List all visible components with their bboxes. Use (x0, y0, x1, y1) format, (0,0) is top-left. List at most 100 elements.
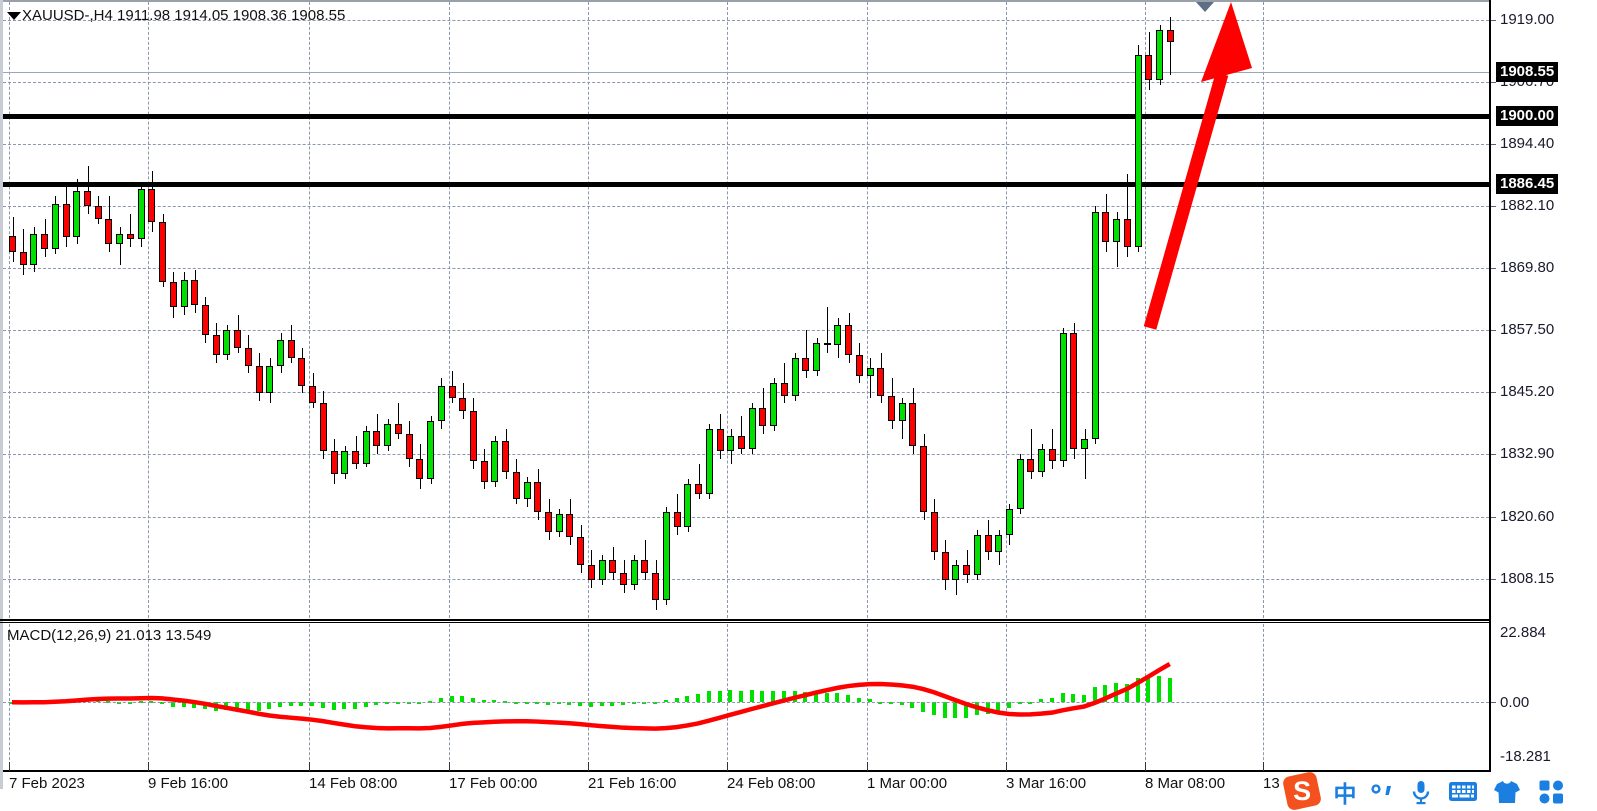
macd-histogram-bar (814, 691, 818, 703)
macd-histogram-bar (160, 702, 164, 705)
candle-body (1070, 332, 1078, 449)
candle-body (1059, 332, 1067, 462)
ime-taskbar[interactable]: S 中 (1281, 770, 1597, 811)
macd-histogram-bar (192, 702, 196, 708)
macd-histogram-bar (128, 702, 132, 705)
candle-wick (130, 214, 131, 247)
macd-histogram-bar (1071, 694, 1075, 703)
time-tick (9, 762, 10, 771)
candle-body (684, 484, 692, 528)
macd-histogram-bar (825, 692, 829, 703)
candle-body (84, 191, 92, 207)
candle-body (598, 559, 606, 581)
price-level-badge[interactable]: 1900.00 (1496, 106, 1559, 126)
candle-body (277, 340, 284, 366)
price-level-badge[interactable]: 1908.55 (1496, 62, 1559, 82)
macd-histogram-bar (428, 700, 432, 703)
macd-histogram-bar (385, 702, 389, 705)
macd-histogram-bar (610, 702, 614, 706)
vertical-gridline (449, 624, 450, 770)
candle-body (298, 357, 306, 386)
candle-body (973, 534, 981, 576)
price-level-line[interactable] (3, 114, 1489, 119)
candle-body (609, 559, 617, 573)
macd-histogram-bar (921, 702, 925, 712)
time-tick-label: 24 Feb 08:00 (727, 775, 816, 792)
price-level-line[interactable] (3, 182, 1489, 187)
vertical-gridline (1263, 624, 1264, 770)
macd-histogram-bar (503, 700, 507, 703)
macd-histogram-bar (439, 697, 443, 703)
price-tick-label: 1845.20 (1500, 383, 1555, 400)
punctuation-mode-icon[interactable] (1365, 772, 1401, 811)
candle-body (813, 342, 820, 371)
macd-histogram-bar (578, 702, 582, 706)
macd-histogram-bar (310, 702, 314, 707)
candle-body (759, 408, 767, 427)
price-tick (1491, 144, 1496, 145)
price-level-badge[interactable]: 1886.45 (1496, 174, 1559, 194)
time-tick-label: 1 Mar 00:00 (867, 775, 948, 792)
vertical-gridline (1145, 624, 1146, 770)
tshirt-skin-icon[interactable] (1485, 772, 1529, 811)
time-tick-label: 7 Feb 2023 (9, 775, 85, 792)
macd-histogram-bar (321, 702, 325, 709)
candle-body (234, 330, 242, 348)
macd-signal-line (11, 662, 1171, 731)
candle-body (802, 357, 810, 371)
macd-tick-label: 22.884 (1500, 624, 1546, 641)
time-tick (1145, 762, 1146, 771)
candle-body (287, 340, 295, 358)
candle-body (62, 203, 70, 237)
time-tick (588, 762, 589, 771)
candle-body (416, 458, 424, 480)
candle-body (673, 511, 681, 528)
candle-body (630, 559, 638, 586)
chart-top-marker-icon (1196, 2, 1214, 12)
time-tick (309, 762, 310, 771)
macd-histogram-bar (171, 702, 175, 707)
time-tick-label: 14 Feb 08:00 (309, 775, 398, 792)
keyboard-icon[interactable] (1441, 772, 1485, 811)
candle-body (695, 484, 703, 495)
pane-divider (0, 619, 1489, 621)
candle-body (405, 433, 413, 459)
price-tick-label: 1894.40 (1500, 135, 1555, 152)
candle-body (448, 385, 456, 399)
candle-body (502, 441, 510, 472)
candle-body (223, 330, 231, 356)
price-chart-pane[interactable] (3, 2, 1489, 618)
toolbox-grid-icon[interactable] (1529, 772, 1573, 811)
price-level-line[interactable] (3, 72, 1489, 73)
candle-body (330, 451, 338, 475)
horizontal-gridline (3, 330, 1489, 331)
candle-wick (699, 464, 700, 500)
sogou-logo-letter: S (1292, 775, 1312, 806)
horizontal-gridline (3, 517, 1489, 518)
price-axis[interactable]: 1919.001906.701894.401882.101869.801857.… (1491, 0, 1597, 789)
macd-histogram-bar (1125, 683, 1129, 703)
candle-wick (741, 416, 742, 454)
candle-body (791, 357, 799, 396)
macd-histogram-bar (771, 690, 775, 703)
macd-histogram-bar (996, 702, 1000, 712)
horizontal-gridline (3, 20, 1489, 21)
macd-histogram-bar (782, 691, 786, 703)
candle-body (41, 234, 49, 250)
macd-histogram-bar (182, 702, 186, 707)
candle-wick (1127, 173, 1128, 257)
candle-body (394, 423, 402, 434)
chinese-input-mode-icon[interactable]: 中 (1333, 780, 1357, 807)
price-tick-label: 1919.00 (1500, 11, 1555, 28)
price-tick (1491, 454, 1496, 455)
sogou-logo-icon[interactable]: S (1281, 770, 1325, 811)
macd-indicator-pane[interactable] (3, 624, 1489, 770)
price-tick (1491, 82, 1496, 83)
triangle-down-icon[interactable] (7, 12, 21, 20)
vertical-gridline (148, 2, 149, 618)
horizontal-gridline (3, 454, 1489, 455)
candle-body (587, 564, 595, 581)
microphone-icon[interactable] (1401, 772, 1441, 811)
candle-body (963, 564, 971, 576)
